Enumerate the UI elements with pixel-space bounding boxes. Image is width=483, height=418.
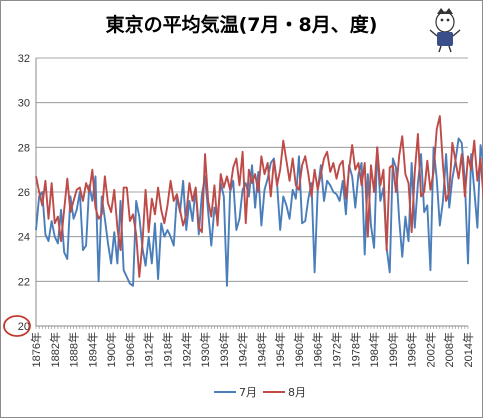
legend-label-2: 8月 [288, 386, 306, 399]
y-tick-label: 30 [18, 98, 30, 110]
x-tick-label: 1996年 [405, 332, 419, 367]
x-tick-label: 1960年 [292, 332, 306, 367]
y-tick-label: 32 [18, 53, 30, 65]
x-tick-label: 1936年 [217, 332, 231, 367]
chart-title: 東京の平均気温(7月・8月、度) [105, 14, 378, 36]
x-tick-label: 1876年 [29, 332, 43, 367]
x-tick-label: 1906年 [123, 332, 137, 367]
mascot-icon [429, 8, 461, 53]
x-tick-label: 1924年 [179, 332, 193, 367]
x-tick-label: 1948年 [254, 332, 268, 367]
x-tick-label: 2008年 [442, 332, 456, 367]
highlight-circle [3, 315, 31, 337]
y-tick-label: 26 [18, 187, 30, 199]
x-tick-label: 1954年 [273, 332, 287, 367]
x-tick-label: 1930年 [198, 332, 212, 367]
legend-label-1: 7月 [239, 386, 257, 399]
x-tick-label: 1894年 [85, 332, 99, 367]
x-tick-label: 1978年 [348, 332, 362, 367]
y-tick-label: 28 [18, 142, 30, 154]
y-tick-label: 24 [18, 232, 30, 244]
y-tick-label: 20 [18, 321, 30, 333]
x-tick-label: 1966年 [311, 332, 325, 367]
x-tick-label: 1942年 [236, 332, 250, 367]
x-tick-label: 1990年 [386, 332, 400, 367]
series-line-2 [35, 115, 483, 278]
x-tick-label: 1918年 [160, 332, 174, 367]
x-tick-label: 1972年 [330, 332, 344, 367]
x-tick-label: 1900年 [104, 332, 118, 367]
x-tick-label: 2002年 [423, 332, 437, 367]
x-tick-label: 1882年 [48, 332, 62, 367]
x-tick-label: 1888年 [67, 332, 81, 367]
x-tick-label: 2014年 [461, 332, 475, 367]
y-tick-label: 22 [18, 276, 30, 288]
x-tick-label: 1912年 [142, 332, 156, 367]
x-tick-label: 1984年 [367, 332, 381, 367]
